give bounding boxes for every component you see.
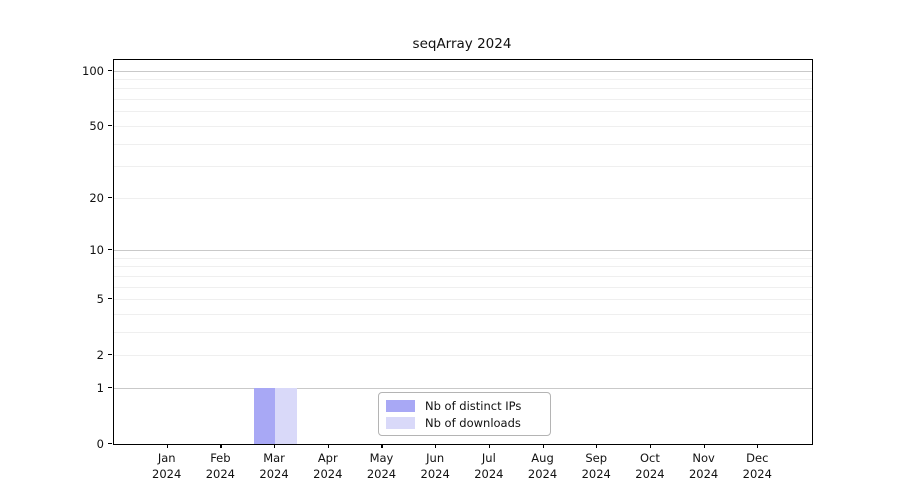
x-tick-label-month: Jul	[481, 451, 496, 465]
gridline-minor	[114, 143, 812, 145]
x-tick-label-year: 2024	[259, 467, 289, 481]
legend-label-distinct-ips: Nb of distinct IPs	[425, 398, 522, 413]
x-tick	[327, 444, 329, 448]
legend-swatch-downloads	[386, 416, 415, 429]
x-tick-label: Dec 2024	[727, 450, 787, 482]
x-tick	[703, 444, 705, 448]
x-tick-label-year: 2024	[420, 467, 450, 481]
gridline-minor	[114, 286, 812, 288]
gridline-minor	[114, 313, 812, 315]
x-tick	[435, 444, 437, 448]
y-tick-label: 20	[89, 190, 104, 205]
x-tick-label: Mar 2024	[244, 450, 304, 482]
gridline-minor	[114, 166, 812, 168]
x-tick-label: Jan 2024	[137, 450, 197, 482]
x-tick-label: Jun 2024	[405, 450, 465, 482]
x-tick-label-month: Nov	[692, 451, 715, 465]
plot-area	[113, 59, 813, 445]
chart-title: seqArray 2024	[412, 36, 512, 52]
x-tick-label-year: 2024	[527, 467, 558, 481]
x-tick-label: Sep 2024	[566, 450, 626, 482]
x-tick-label-year: 2024	[313, 467, 343, 481]
x-tick	[649, 444, 652, 448]
gridline-minor	[114, 111, 812, 113]
x-tick-label-year: 2024	[742, 467, 772, 481]
x-tick-label-month: Jan	[157, 451, 176, 465]
x-tick-label: May 2024	[351, 450, 411, 482]
x-tick	[488, 444, 491, 448]
x-tick-label-month: Oct	[639, 451, 660, 465]
x-tick-label: Aug 2024	[513, 450, 573, 482]
x-tick-label-year: 2024	[152, 467, 182, 481]
x-tick-label-month: Apr	[317, 451, 338, 465]
legend: Nb of distinct IPs Nb of downloads	[378, 392, 551, 436]
y-tick	[108, 249, 112, 251]
gridline-minor	[114, 125, 812, 127]
x-tick-label-month: Dec	[746, 451, 769, 465]
x-tick	[596, 444, 598, 448]
x-tick	[220, 444, 222, 448]
x-tick-label-year: 2024	[688, 467, 719, 481]
gridline-minor	[114, 79, 812, 81]
gridline-minor	[114, 331, 812, 333]
y-tick	[108, 196, 112, 198]
x-tick	[166, 444, 168, 448]
gridline-minor	[114, 355, 812, 357]
x-tick-label-month: Aug	[531, 451, 554, 465]
y-tick-label: 1	[96, 380, 104, 395]
x-tick-label-month: May	[369, 451, 394, 465]
y-tick	[108, 386, 112, 389]
x-tick-label-month: Sep	[585, 451, 608, 465]
gridline-minor	[114, 88, 812, 90]
x-tick-label-year: 2024	[205, 467, 236, 481]
bar-downloads	[275, 387, 297, 444]
y-tick-label: 5	[96, 292, 104, 307]
x-tick-label: Oct 2024	[620, 450, 680, 482]
x-tick-label: Nov 2024	[674, 450, 734, 482]
gridline-minor	[114, 266, 812, 268]
y-tick-label: 0	[96, 437, 104, 451]
y-tick-label: 50	[89, 118, 104, 133]
x-tick-label: Apr 2024	[298, 450, 358, 482]
legend-swatch-distinct-ips	[386, 399, 415, 412]
x-tick-label-year: 2024	[474, 467, 504, 481]
y-tick-label: 10	[89, 243, 104, 257]
x-tick	[381, 444, 383, 448]
gridline-minor	[114, 299, 812, 301]
gridline-minor	[114, 197, 812, 199]
y-tick	[108, 298, 112, 300]
x-tick-label: Jul 2024	[459, 450, 519, 482]
y-tick	[108, 443, 112, 445]
gridline-major	[114, 250, 812, 251]
bar-distinct-ips	[253, 387, 276, 444]
x-tick-label-month: Feb	[210, 451, 231, 465]
gridline-major	[114, 387, 812, 389]
gridline-minor	[114, 99, 812, 101]
x-tick-label: Feb 2024	[190, 450, 250, 482]
gridline-minor	[114, 275, 812, 277]
x-tick-label-year: 2024	[635, 467, 665, 481]
gridline-minor	[114, 257, 812, 259]
gridline-major	[114, 70, 812, 72]
y-tick	[108, 124, 112, 127]
legend-item-downloads: Nb of downloads	[386, 416, 542, 430]
x-tick-label-year: 2024	[581, 467, 611, 481]
x-tick	[757, 444, 759, 448]
legend-label-downloads: Nb of downloads	[425, 415, 521, 430]
x-tick	[274, 444, 276, 448]
y-tick	[108, 354, 112, 356]
y-tick-label: 100	[82, 63, 104, 78]
y-tick-label: 2	[96, 348, 104, 363]
x-tick-label-month: Mar	[263, 451, 285, 465]
x-tick-label-month: Jun	[426, 451, 445, 465]
legend-item-distinct-ips: Nb of distinct IPs	[386, 399, 542, 413]
y-tick	[108, 69, 112, 71]
x-tick-label-year: 2024	[366, 467, 397, 481]
x-tick	[542, 444, 544, 448]
